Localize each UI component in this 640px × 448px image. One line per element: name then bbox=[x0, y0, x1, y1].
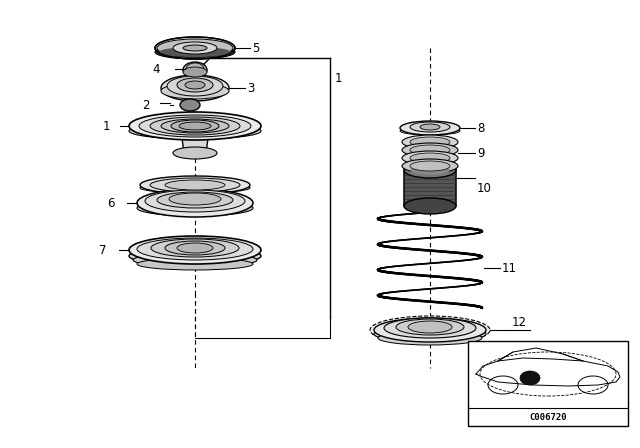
Ellipse shape bbox=[183, 62, 207, 78]
Ellipse shape bbox=[165, 241, 225, 255]
Ellipse shape bbox=[404, 198, 456, 214]
Ellipse shape bbox=[171, 120, 219, 132]
Ellipse shape bbox=[177, 78, 213, 92]
Ellipse shape bbox=[137, 200, 253, 216]
Text: 1: 1 bbox=[335, 72, 342, 85]
Text: 5: 5 bbox=[252, 42, 259, 55]
Ellipse shape bbox=[410, 122, 450, 132]
Ellipse shape bbox=[155, 45, 235, 59]
Ellipse shape bbox=[420, 124, 440, 130]
Ellipse shape bbox=[186, 63, 204, 75]
Ellipse shape bbox=[374, 326, 486, 342]
Ellipse shape bbox=[408, 321, 452, 333]
Ellipse shape bbox=[129, 112, 261, 140]
Ellipse shape bbox=[410, 153, 450, 163]
Ellipse shape bbox=[151, 239, 239, 257]
Ellipse shape bbox=[384, 318, 476, 338]
Ellipse shape bbox=[161, 75, 229, 101]
Ellipse shape bbox=[183, 45, 207, 51]
Ellipse shape bbox=[400, 121, 460, 135]
Ellipse shape bbox=[129, 123, 261, 139]
Ellipse shape bbox=[177, 243, 213, 253]
Ellipse shape bbox=[150, 178, 240, 192]
Ellipse shape bbox=[167, 76, 223, 96]
Ellipse shape bbox=[137, 258, 253, 270]
Ellipse shape bbox=[140, 183, 250, 193]
Ellipse shape bbox=[396, 319, 464, 335]
Ellipse shape bbox=[157, 192, 233, 208]
Polygon shape bbox=[404, 170, 456, 206]
Ellipse shape bbox=[400, 127, 460, 135]
Ellipse shape bbox=[410, 137, 450, 147]
Ellipse shape bbox=[410, 161, 450, 171]
Ellipse shape bbox=[179, 122, 211, 130]
Text: 7: 7 bbox=[99, 244, 107, 257]
Text: 11: 11 bbox=[502, 262, 517, 275]
Text: 12: 12 bbox=[512, 315, 527, 328]
Ellipse shape bbox=[161, 119, 229, 133]
Ellipse shape bbox=[155, 37, 235, 59]
Ellipse shape bbox=[161, 83, 229, 99]
Bar bbox=[468, 341, 628, 426]
Text: 3: 3 bbox=[247, 82, 254, 95]
Ellipse shape bbox=[157, 39, 233, 57]
Ellipse shape bbox=[402, 135, 458, 149]
Ellipse shape bbox=[140, 176, 250, 194]
Ellipse shape bbox=[402, 151, 458, 165]
Ellipse shape bbox=[169, 193, 221, 205]
Ellipse shape bbox=[129, 236, 261, 264]
Ellipse shape bbox=[133, 253, 257, 267]
Ellipse shape bbox=[139, 115, 251, 137]
Ellipse shape bbox=[520, 371, 540, 385]
Ellipse shape bbox=[129, 247, 261, 265]
Text: 8: 8 bbox=[477, 121, 484, 134]
Text: 6: 6 bbox=[108, 197, 115, 210]
Ellipse shape bbox=[165, 180, 225, 190]
Ellipse shape bbox=[137, 189, 253, 217]
Ellipse shape bbox=[410, 165, 450, 175]
Ellipse shape bbox=[402, 159, 458, 173]
Ellipse shape bbox=[173, 147, 217, 159]
Text: 10: 10 bbox=[477, 181, 492, 194]
Text: 9: 9 bbox=[477, 146, 484, 159]
Ellipse shape bbox=[150, 117, 240, 135]
Polygon shape bbox=[181, 131, 209, 153]
Ellipse shape bbox=[410, 145, 450, 155]
Ellipse shape bbox=[374, 318, 486, 342]
Text: 1: 1 bbox=[102, 120, 110, 133]
Text: 4: 4 bbox=[152, 63, 160, 76]
Ellipse shape bbox=[159, 47, 231, 57]
Ellipse shape bbox=[137, 238, 253, 260]
Ellipse shape bbox=[185, 81, 205, 89]
Ellipse shape bbox=[180, 99, 200, 111]
Ellipse shape bbox=[402, 143, 458, 157]
Ellipse shape bbox=[183, 67, 207, 77]
Ellipse shape bbox=[145, 190, 245, 212]
Ellipse shape bbox=[378, 331, 482, 345]
Ellipse shape bbox=[404, 162, 456, 178]
Ellipse shape bbox=[173, 42, 217, 54]
Text: 2: 2 bbox=[143, 99, 150, 112]
Text: C006720: C006720 bbox=[529, 413, 567, 422]
Ellipse shape bbox=[370, 316, 490, 344]
